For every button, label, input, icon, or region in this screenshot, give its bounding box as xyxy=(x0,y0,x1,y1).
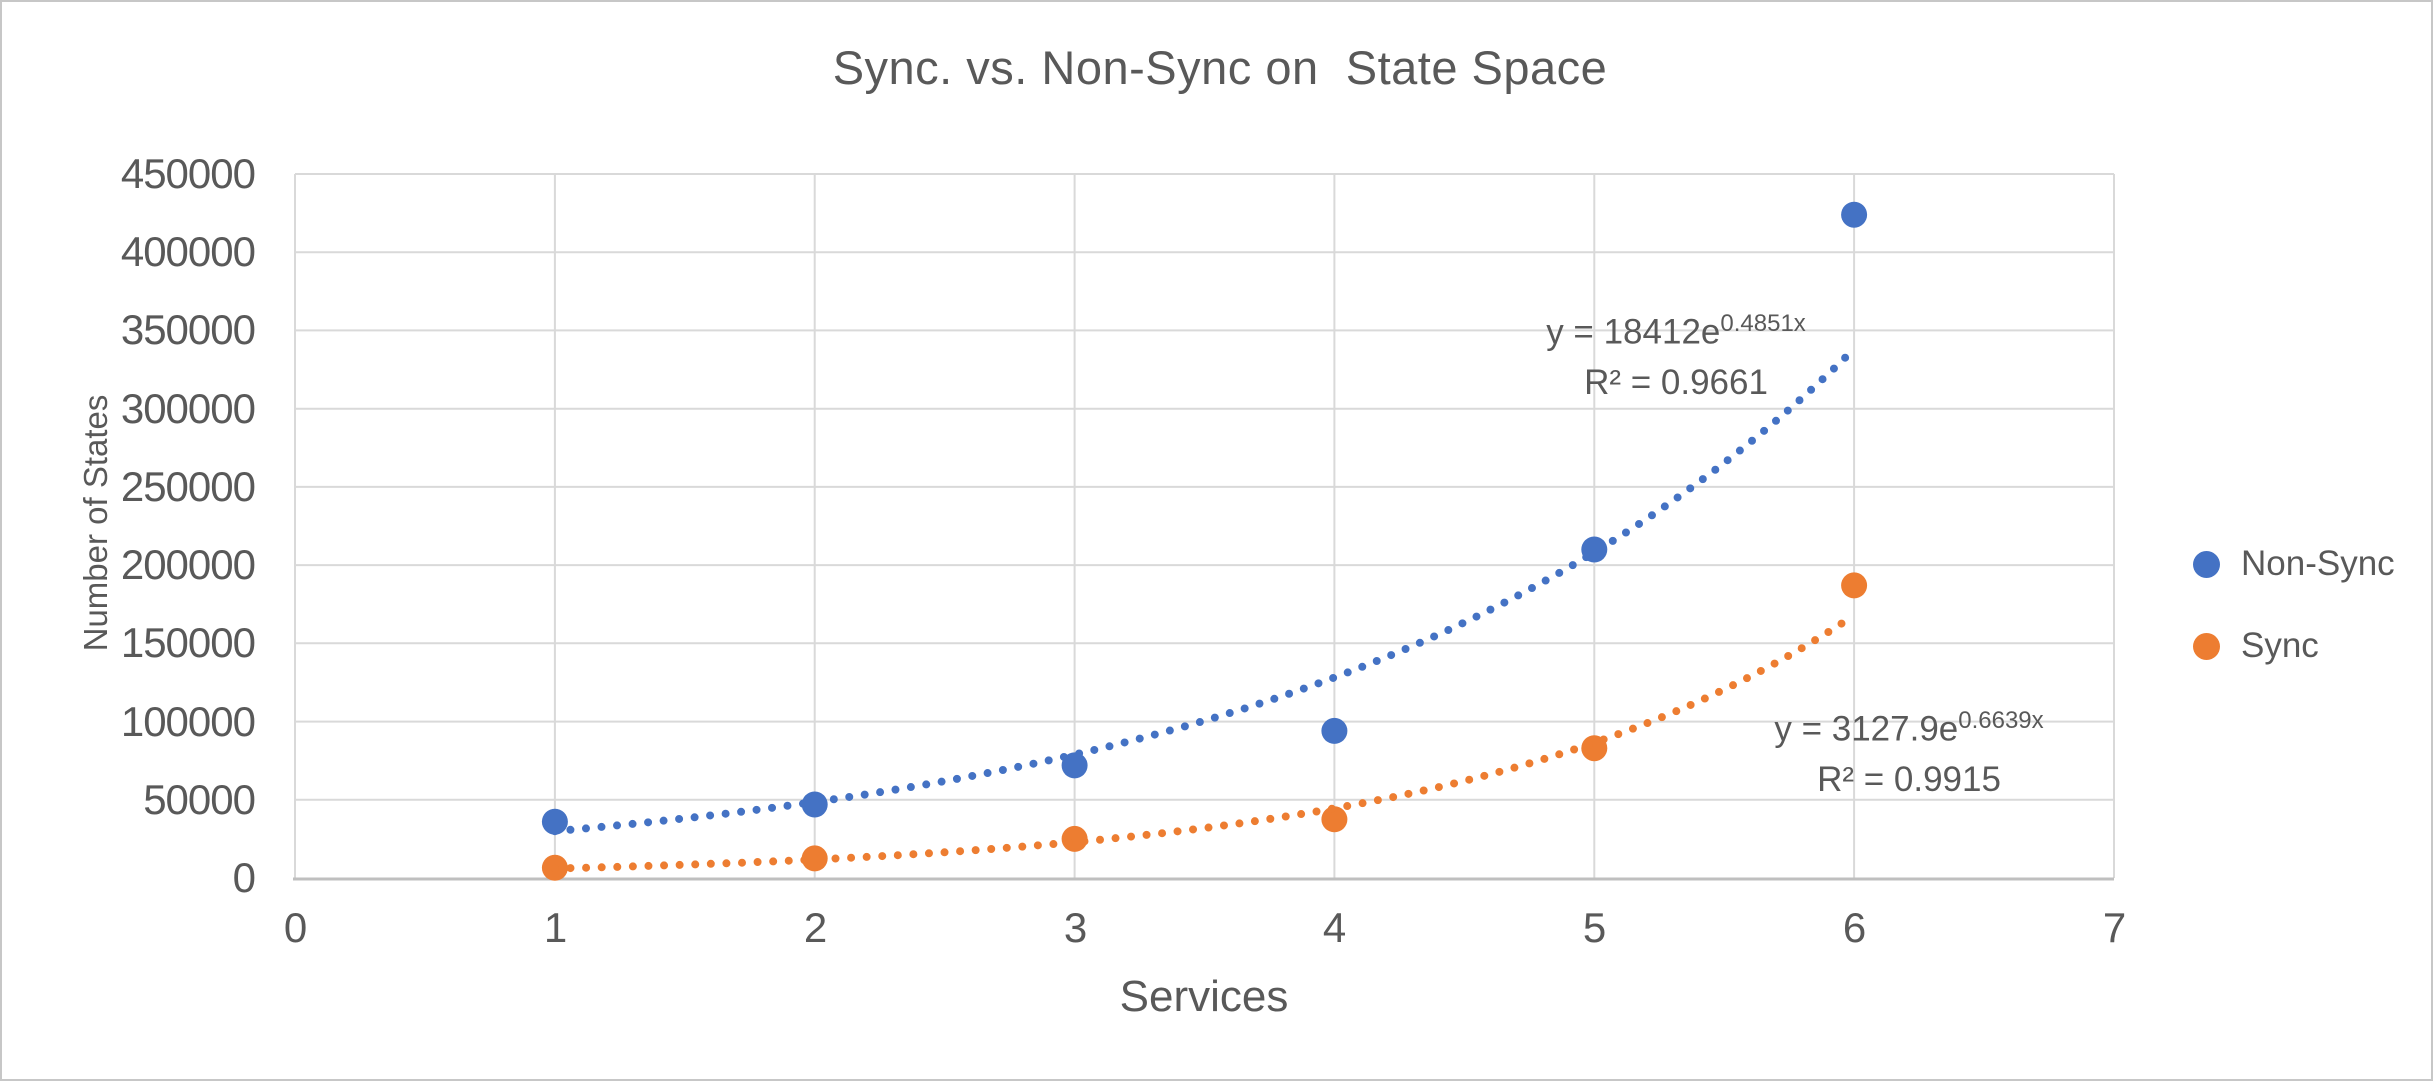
trendline-equation-non-sync: y = 18412e0.4851x R² = 0.9661 xyxy=(1546,299,1806,408)
x-tick-label: 5 xyxy=(1582,904,1606,951)
trendline-sync xyxy=(550,611,1859,873)
data-point-sync xyxy=(1321,806,1348,833)
trendline-equation-non-sync-formula: y = 18412e0.4851x xyxy=(1546,310,1806,352)
data-point-non-sync xyxy=(1061,752,1088,779)
x-tick-label: 2 xyxy=(803,904,827,951)
trendline-equation-sync-r2: R² = 0.9915 xyxy=(1817,759,2001,799)
trendline-non-sync xyxy=(550,344,1859,836)
x-tick-label: 7 xyxy=(2102,904,2126,951)
x-axis-title: Services xyxy=(1119,972,1289,1021)
x-tick-label: 4 xyxy=(1322,904,1346,951)
data-point-non-sync xyxy=(1841,201,1868,228)
y-tick-label: 350000 xyxy=(120,306,256,353)
legend-item-non-sync: Non-Sync xyxy=(2193,544,2395,584)
y-tick-label: 400000 xyxy=(120,228,256,275)
trendline-equation-sync-formula: y = 3127.9e0.6639x xyxy=(1774,707,2044,749)
data-point-sync xyxy=(1841,572,1868,599)
data-point-sync xyxy=(801,845,828,872)
x-tick-label: 3 xyxy=(1063,904,1087,951)
legend-marker-sync-icon xyxy=(2193,632,2220,660)
trendline-equation-non-sync-r2: R² = 0.9661 xyxy=(1584,362,1768,402)
y-tick-label: 300000 xyxy=(120,385,256,432)
data-point-non-sync xyxy=(1321,717,1348,744)
y-tick-label: 100000 xyxy=(120,698,256,745)
x-tick-label: 1 xyxy=(543,904,567,951)
y-tick-label: 50000 xyxy=(143,776,256,823)
trendline-equation-sync: y = 3127.9e0.6639x R² = 0.9915 xyxy=(1774,696,2043,805)
legend-marker-non-sync-icon xyxy=(2193,550,2220,578)
y-tick-label: 200000 xyxy=(120,541,256,588)
chart-title: Sync. vs. Non-Sync on State Space xyxy=(832,41,1608,94)
data-point-non-sync xyxy=(541,808,568,835)
y-tick-label: 450000 xyxy=(120,150,256,197)
legend-item-sync: Sync xyxy=(2193,626,2395,666)
y-tick-label: 250000 xyxy=(120,463,256,510)
y-tick-label: 0 xyxy=(232,854,256,901)
legend-label-non-sync: Non-Sync xyxy=(2241,544,2395,583)
legend: Non-Sync Sync xyxy=(2193,544,2395,666)
x-tick-label: 0 xyxy=(283,904,307,951)
y-axis-title: Number of States xyxy=(77,394,114,652)
y-tick-label: 150000 xyxy=(120,619,256,666)
x-tick-label: 6 xyxy=(1842,904,1866,951)
legend-label-sync: Sync xyxy=(2241,626,2319,665)
data-point-non-sync xyxy=(801,791,828,818)
